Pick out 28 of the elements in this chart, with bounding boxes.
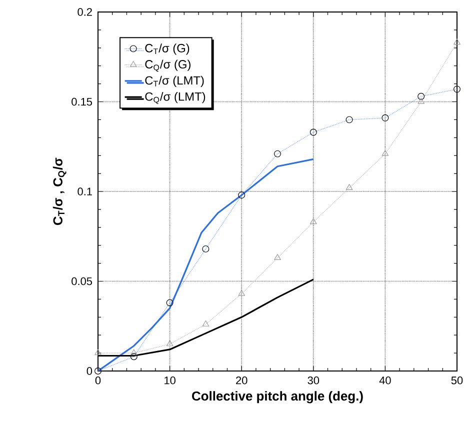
- y-tick-label: 0.2: [78, 8, 92, 16]
- y-tick-label: 0: [86, 367, 92, 375]
- y-axis-title: C$_{T}$/σ , C$_{Q}$/σ: [52, 158, 66, 225]
- x-tick-label: 0: [95, 376, 101, 384]
- x-tick-label: 20: [236, 376, 248, 384]
- y-tick-label: 0.15: [72, 98, 92, 106]
- point: [166, 340, 174, 346]
- legend-label: C$_{Q}$/σ (LMT): [145, 92, 206, 104]
- point: [274, 254, 281, 260]
- point: [418, 98, 425, 104]
- x-axis-title: Collective pitch angle (deg.): [192, 391, 363, 404]
- point: [382, 150, 389, 156]
- x-tick-label: 10: [164, 376, 176, 384]
- x-tick-label: 40: [379, 376, 391, 384]
- point: [310, 218, 317, 224]
- legend-label: C$_{T}$/σ (LMT): [145, 76, 204, 88]
- point: [202, 320, 210, 326]
- point: [130, 349, 138, 356]
- point: [94, 349, 102, 356]
- y-tick-label: 0.05: [72, 277, 92, 286]
- point: [346, 184, 353, 190]
- x-tick-label: 50: [451, 376, 463, 384]
- point: [454, 38, 460, 45]
- legend-label: C$_{Q}$/σ (G): [145, 60, 190, 72]
- y-tick-label: 0.1: [78, 188, 92, 196]
- legend-label: C$_{T}$/σ (G): [145, 44, 190, 55]
- x-tick-label: 30: [308, 376, 320, 384]
- point: [238, 290, 246, 296]
